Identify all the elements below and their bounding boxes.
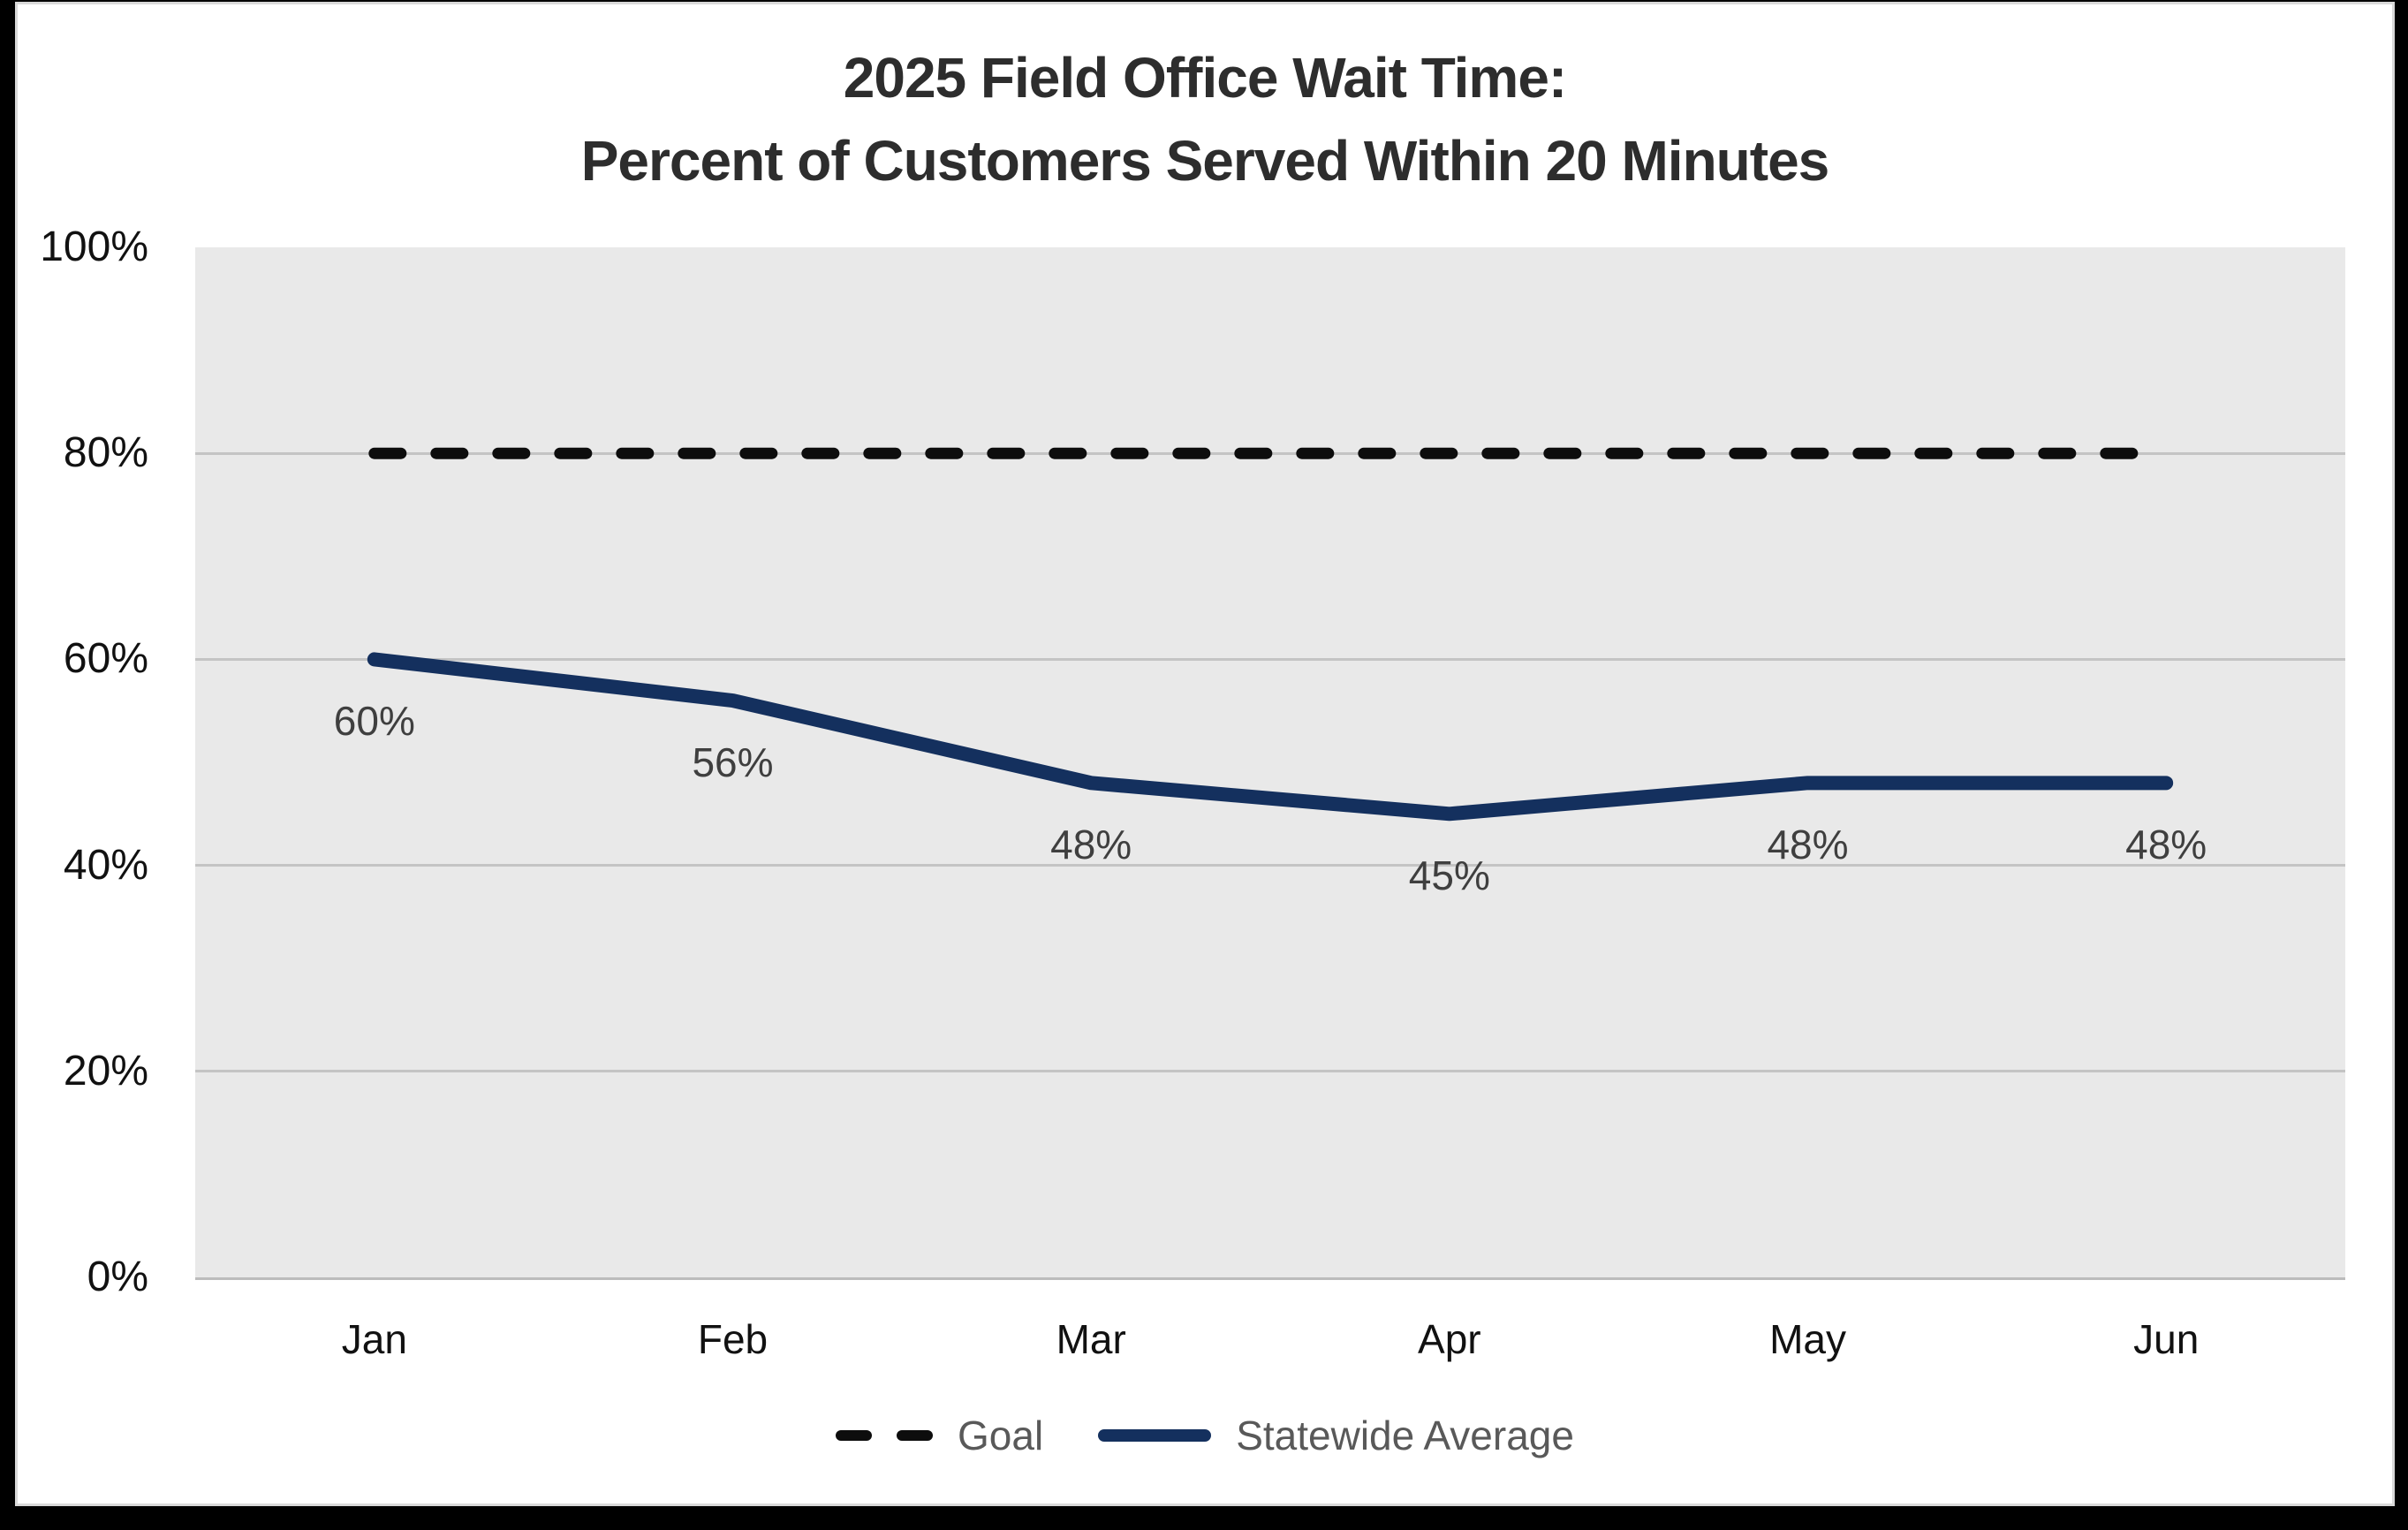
data-label: 48% (2125, 822, 2207, 868)
data-label: 48% (1050, 822, 1132, 868)
legend-label-goal: Goal (958, 1413, 1044, 1458)
chart-title: 2025 Field Office Wait Time: Percent of … (18, 36, 2392, 202)
y-tick-label: 20% (63, 1047, 148, 1094)
gridline (195, 1070, 2345, 1073)
data-label: 48% (1767, 822, 1849, 868)
y-axis-labels: 0% 20% 40% 60% 80% 100% (25, 4, 148, 1503)
y-tick-label: 80% (63, 429, 148, 477)
chart-panel: 2025 Field Office Wait Time: Percent of … (18, 4, 2392, 1503)
x-category-label: Feb (697, 1316, 769, 1362)
x-category-label: Jun (2133, 1316, 2200, 1362)
plot-area: 60% 56% 48% 45% 48% 48% (195, 247, 2345, 1280)
chart-title-line2: Percent of Customers Served Within 20 Mi… (580, 129, 1830, 193)
x-category-label: May (1769, 1316, 1846, 1362)
data-label: 56% (692, 739, 774, 786)
y-tick-label: 0% (87, 1254, 148, 1300)
y-tick-label: 100% (40, 223, 148, 270)
x-category-label: Mar (1056, 1316, 1126, 1362)
x-category-label: Apr (1418, 1316, 1481, 1362)
gridline (195, 657, 2345, 661)
legend: Goal Statewide Average (18, 1411, 2392, 1460)
y-tick-label: 40% (63, 841, 148, 889)
y-tick-label: 60% (63, 635, 148, 683)
goal-dashed-line-swatch-icon (836, 1430, 934, 1441)
chart-lines (367, 447, 2174, 822)
legend-item-statewide-average: Statewide Average (1098, 1411, 1574, 1460)
legend-item-goal: Goal (836, 1411, 1043, 1460)
statewide-average-line-swatch-icon (1098, 1429, 1212, 1442)
statewide-average-line (367, 652, 2174, 822)
data-label: 60% (333, 698, 415, 745)
x-category-label: Jan (341, 1316, 407, 1362)
gridline (195, 864, 2345, 867)
x-axis-labels: Jan Feb Mar Apr May Jun (195, 1314, 2345, 1364)
data-label: 45% (1408, 852, 1490, 899)
legend-label-statewide-average: Statewide Average (1236, 1413, 1574, 1458)
chart-title-line1: 2025 Field Office Wait Time: (843, 46, 1567, 110)
